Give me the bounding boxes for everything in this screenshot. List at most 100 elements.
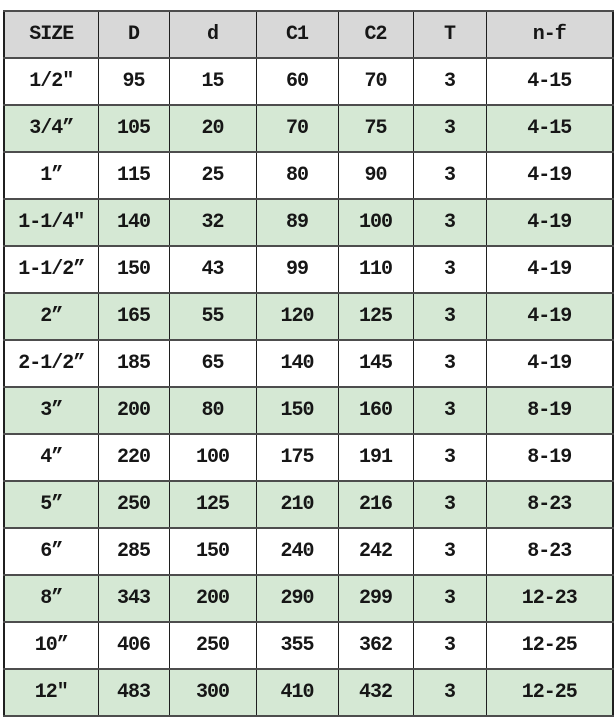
cell-n-f: 12-23 [485, 574, 614, 623]
column-header-c1: C1 [255, 10, 339, 59]
cell-d: 300 [168, 668, 257, 717]
table-row: 10” 406 250 355 362 3 12-25 [3, 621, 614, 670]
cell-d: 100 [168, 433, 257, 482]
cell-c2: 145 [337, 339, 414, 388]
cell-d: 43 [168, 245, 257, 294]
cell-c1: 70 [255, 104, 339, 153]
cell-c1: 89 [255, 198, 339, 247]
cell-d: 25 [168, 151, 257, 200]
cell-size: 8” [3, 574, 99, 623]
cell-t: 3 [412, 480, 487, 529]
column-header-d: d [168, 10, 257, 59]
cell-d: 125 [168, 480, 257, 529]
table-row: 2-1/2” 185 65 140 145 3 4-19 [3, 339, 614, 388]
cell-t: 3 [412, 574, 487, 623]
table-row: 1-1/4″ 140 32 89 100 3 4-19 [3, 198, 614, 247]
cell-size: 1/2″ [3, 57, 99, 106]
cell-size: 2” [3, 292, 99, 341]
cell-d: 200 [168, 574, 257, 623]
cell-t: 3 [412, 104, 487, 153]
table-row: 12″ 483 300 410 432 3 12-25 [3, 668, 614, 717]
cell-c2: 75 [337, 104, 414, 153]
cell-c2: 100 [337, 198, 414, 247]
cell-c1: 150 [255, 386, 339, 435]
cell-c1: 99 [255, 245, 339, 294]
table-row: 1/2″ 95 15 60 70 3 4-15 [3, 57, 614, 106]
table-row: 3” 200 80 150 160 3 8-19 [3, 386, 614, 435]
cell-t: 3 [412, 151, 487, 200]
cell-t: 3 [412, 433, 487, 482]
cell-size: 1-1/2” [3, 245, 99, 294]
cell-size: 2-1/2” [3, 339, 99, 388]
cell-c1: 60 [255, 57, 339, 106]
table-row: 4” 220 100 175 191 3 8-19 [3, 433, 614, 482]
cell-t: 3 [412, 386, 487, 435]
cell-d: 32 [168, 198, 257, 247]
cell-c1: 140 [255, 339, 339, 388]
cell-t: 3 [412, 339, 487, 388]
cell-n-f: 12-25 [485, 621, 614, 670]
cell-n-f: 4-15 [485, 104, 614, 153]
cell-d: 483 [97, 668, 170, 717]
cell-c2: 216 [337, 480, 414, 529]
table-row: 6” 285 150 240 242 3 8-23 [3, 527, 614, 576]
cell-size: 10” [3, 621, 99, 670]
table-row: 8” 343 200 290 299 3 12-23 [3, 574, 614, 623]
cell-size: 1-1/4″ [3, 198, 99, 247]
cell-d: 115 [97, 151, 170, 200]
cell-d: 80 [168, 386, 257, 435]
cell-t: 3 [412, 292, 487, 341]
cell-d: 95 [97, 57, 170, 106]
cell-d: 55 [168, 292, 257, 341]
cell-t: 3 [412, 527, 487, 576]
cell-t: 3 [412, 57, 487, 106]
cell-c2: 299 [337, 574, 414, 623]
cell-d: 65 [168, 339, 257, 388]
column-header-t: T [412, 10, 487, 59]
cell-c2: 90 [337, 151, 414, 200]
cell-c1: 120 [255, 292, 339, 341]
cell-size: 6” [3, 527, 99, 576]
cell-c1: 240 [255, 527, 339, 576]
cell-c2: 191 [337, 433, 414, 482]
cell-d: 140 [97, 198, 170, 247]
table-row: 2” 165 55 120 125 3 4-19 [3, 292, 614, 341]
column-header-size: SIZE [3, 10, 99, 59]
table-row: 1-1/2” 150 43 99 110 3 4-19 [3, 245, 614, 294]
cell-c1: 410 [255, 668, 339, 717]
cell-size: 12″ [3, 668, 99, 717]
cell-c1: 175 [255, 433, 339, 482]
cell-t: 3 [412, 245, 487, 294]
cell-d: 220 [97, 433, 170, 482]
table-row: 5” 250 125 210 216 3 8-23 [3, 480, 614, 529]
cell-c2: 432 [337, 668, 414, 717]
cell-d: 150 [168, 527, 257, 576]
cell-n-f: 4-19 [485, 151, 614, 200]
cell-c2: 70 [337, 57, 414, 106]
cell-d: 150 [97, 245, 170, 294]
cell-size: 1” [3, 151, 99, 200]
table-row: 3/4” 105 20 70 75 3 4-15 [3, 104, 614, 153]
cell-d: 20 [168, 104, 257, 153]
cell-n-f: 8-19 [485, 386, 614, 435]
cell-c2: 110 [337, 245, 414, 294]
cell-size: 3” [3, 386, 99, 435]
cell-d: 285 [97, 527, 170, 576]
cell-c2: 242 [337, 527, 414, 576]
cell-n-f: 8-23 [485, 480, 614, 529]
cell-d: 406 [97, 621, 170, 670]
cell-t: 3 [412, 198, 487, 247]
cell-n-f: 8-19 [485, 433, 614, 482]
cell-d: 250 [168, 621, 257, 670]
cell-size: 5” [3, 480, 99, 529]
cell-c1: 210 [255, 480, 339, 529]
cell-t: 3 [412, 668, 487, 717]
cell-n-f: 8-23 [485, 527, 614, 576]
column-header-c2: C2 [337, 10, 414, 59]
cell-c1: 290 [255, 574, 339, 623]
cell-size: 3/4” [3, 104, 99, 153]
